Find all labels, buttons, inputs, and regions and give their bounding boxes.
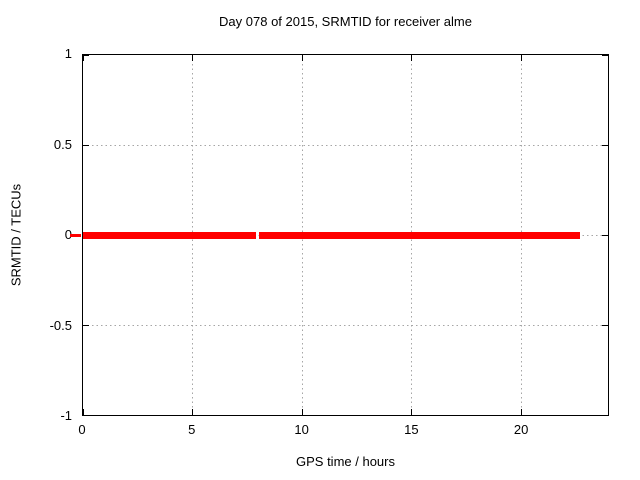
y-tick-label: -1 bbox=[60, 408, 72, 423]
y-tick-mark bbox=[602, 235, 608, 236]
x-tick-mark bbox=[83, 409, 84, 415]
y-tick-mark bbox=[83, 145, 89, 146]
x-tick-mark bbox=[411, 409, 413, 415]
x-tick-label: 5 bbox=[188, 422, 196, 437]
y-tick-label: -0.5 bbox=[49, 317, 72, 333]
x-tick-mark bbox=[192, 55, 194, 61]
x-tick-mark bbox=[520, 55, 522, 61]
y-gridline bbox=[83, 145, 608, 146]
y-tick-label: 0.5 bbox=[53, 136, 72, 152]
x-tick-mark bbox=[83, 55, 84, 61]
x-tick-mark bbox=[411, 55, 413, 61]
y-tick-mark bbox=[602, 145, 608, 146]
y-tick-label: 1 bbox=[64, 46, 72, 61]
y-tick-mark bbox=[83, 55, 89, 56]
y-gridline bbox=[83, 325, 608, 326]
x-tick-labels: 0 5 10 15 20 bbox=[78, 422, 609, 438]
y-tick-mark bbox=[83, 325, 89, 326]
series-line-segment bbox=[83, 231, 257, 239]
chart-title: Day 078 of 2015, SRMTID for receiver alm… bbox=[219, 14, 472, 29]
x-tick-mark bbox=[192, 409, 194, 415]
x-tick-label: 20 bbox=[513, 422, 529, 437]
y-tick-mark bbox=[602, 55, 608, 56]
plot-area bbox=[70, 54, 609, 416]
x-tick-mark bbox=[301, 55, 303, 61]
x-axis-label: GPS time / hours bbox=[296, 454, 395, 469]
y-tick-mark bbox=[602, 325, 608, 326]
y-tick-mark bbox=[602, 415, 608, 416]
y-tick-label: 0 bbox=[64, 227, 72, 242]
y-tick-labels: 1 0.5 0 -0.5 -1 bbox=[0, 46, 76, 423]
series-line-segment bbox=[259, 231, 580, 239]
x-tick-label: 10 bbox=[294, 422, 309, 437]
x-tick-mark bbox=[520, 409, 522, 415]
y-tick-mark bbox=[83, 415, 89, 416]
x-tick-label: 15 bbox=[404, 422, 419, 437]
x-tick-label: 0 bbox=[78, 422, 86, 437]
x-tick-mark bbox=[301, 409, 303, 415]
series-left-edge-dash bbox=[70, 233, 81, 237]
